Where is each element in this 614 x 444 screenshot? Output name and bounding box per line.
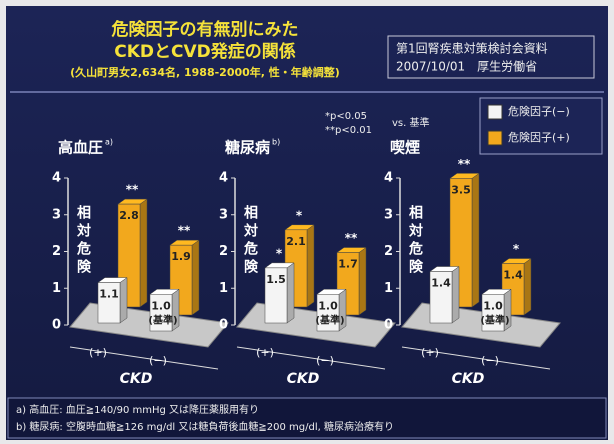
- x-tick-label: (−): [149, 354, 167, 367]
- chart-title-note: b): [272, 138, 280, 147]
- reference-label: (基準): [148, 313, 177, 326]
- footnote: b) 糖尿病: 空腹時血糖≧126 mg/dl 又は糖負荷後血糖≧200 mg/…: [16, 420, 394, 433]
- significance-line: **p<0.01: [325, 125, 372, 136]
- x-tick-label: (−): [316, 354, 334, 367]
- chart-title: 高血圧: [58, 139, 103, 157]
- y-tick-label: 3: [52, 207, 61, 222]
- bar: [429, 271, 453, 324]
- y-tick-label: 0: [384, 318, 393, 333]
- y-tick-label: 4: [219, 171, 228, 186]
- y-axis-label: 相対危険: [407, 204, 424, 277]
- x-axis-label: CKD: [287, 371, 320, 387]
- bar-side: [451, 266, 460, 324]
- significance-mark: **: [458, 157, 471, 171]
- reference-label: (基準): [315, 313, 344, 326]
- y-tick-label: 4: [52, 171, 61, 186]
- y-tick-label: 0: [219, 318, 228, 333]
- chart-title: 糖尿病: [225, 139, 270, 157]
- value-label: 1.0: [318, 299, 338, 312]
- y-axis-label: 相対危険: [75, 204, 92, 277]
- x-tick-label: (+): [89, 346, 107, 359]
- x-tick-label: (−): [481, 354, 499, 367]
- bar-side: [523, 258, 532, 316]
- y-tick-label: 0: [52, 318, 61, 333]
- value-label: 2.1: [286, 235, 306, 248]
- y-tick-label: 3: [384, 207, 393, 222]
- value-label: 1.7: [338, 258, 358, 271]
- x-tick-label: (+): [256, 346, 274, 359]
- significance-comparison: vs. 基準: [392, 116, 430, 129]
- legend-swatch: [487, 130, 503, 146]
- significance-mark: *: [296, 208, 303, 222]
- significance-mark: *: [276, 246, 283, 260]
- bar-side: [306, 224, 315, 308]
- significance-mark: *: [513, 242, 520, 256]
- legend-swatch: [487, 104, 503, 120]
- bar: [481, 294, 505, 332]
- value-label: 1.9: [171, 250, 191, 263]
- y-tick-label: 2: [384, 244, 393, 259]
- title-line: CKDとCVD発症の関係: [114, 41, 296, 62]
- value-label: 1.1: [99, 288, 119, 301]
- reference-label: (基準): [480, 313, 509, 326]
- legend-label: 危険因子(−): [508, 105, 570, 118]
- title-line: 危険因子の有無別にみた: [111, 19, 299, 40]
- x-axis-label: CKD: [120, 371, 153, 387]
- y-tick-label: 1: [384, 281, 393, 296]
- bar-side: [191, 239, 200, 316]
- value-label: 1.4: [431, 277, 451, 290]
- y-tick-label: 1: [52, 281, 61, 296]
- chart-title-note: a): [105, 138, 113, 147]
- chart-title: 喫煙: [390, 139, 420, 157]
- bar-side: [286, 262, 295, 324]
- value-label: 2.8: [119, 209, 139, 222]
- category-rule: [69, 346, 219, 370]
- value-label: 1.0: [483, 299, 503, 312]
- bar: [149, 294, 173, 332]
- bar: [264, 267, 288, 324]
- x-axis-label: CKD: [452, 371, 485, 387]
- y-tick-label: 4: [384, 171, 393, 186]
- significance-mark: **: [345, 231, 358, 245]
- y-tick-label: 1: [219, 281, 228, 296]
- bar: [316, 294, 340, 332]
- bar-side: [119, 277, 128, 324]
- subtitle: (久山町男女2,634名, 1988-2000年, 性・年齢調整): [70, 65, 340, 79]
- source-line: 第1回腎疾患対策検討会資料: [396, 41, 548, 56]
- x-tick-label: (+): [421, 346, 439, 359]
- footnote-box: [7, 397, 607, 439]
- bar: [97, 282, 121, 324]
- significance-mark: **: [126, 183, 139, 197]
- y-axis-label: 相対危険: [242, 204, 259, 277]
- y-tick-label: 2: [52, 244, 61, 259]
- significance-mark: **: [178, 224, 191, 238]
- source-box: [387, 35, 595, 79]
- y-tick-label: 2: [219, 244, 228, 259]
- bar-side: [471, 172, 480, 308]
- category-rule: [236, 346, 386, 370]
- bar-side: [358, 247, 367, 316]
- significance-line: *p<0.05: [325, 111, 367, 122]
- value-label: 1.4: [503, 269, 523, 282]
- y-tick-label: 3: [219, 207, 228, 222]
- bar-side: [139, 198, 148, 308]
- source-line: 2007/10/01 厚生労働省: [396, 60, 537, 74]
- footnote: a) 高血圧: 血圧≧140/90 mmHg 又は降圧薬服用有り: [16, 403, 259, 416]
- category-rule: [401, 346, 551, 370]
- value-label: 1.5: [266, 273, 286, 286]
- value-label: 1.0: [151, 299, 171, 312]
- value-label: 3.5: [451, 183, 471, 196]
- legend-label: 危険因子(+): [508, 131, 570, 144]
